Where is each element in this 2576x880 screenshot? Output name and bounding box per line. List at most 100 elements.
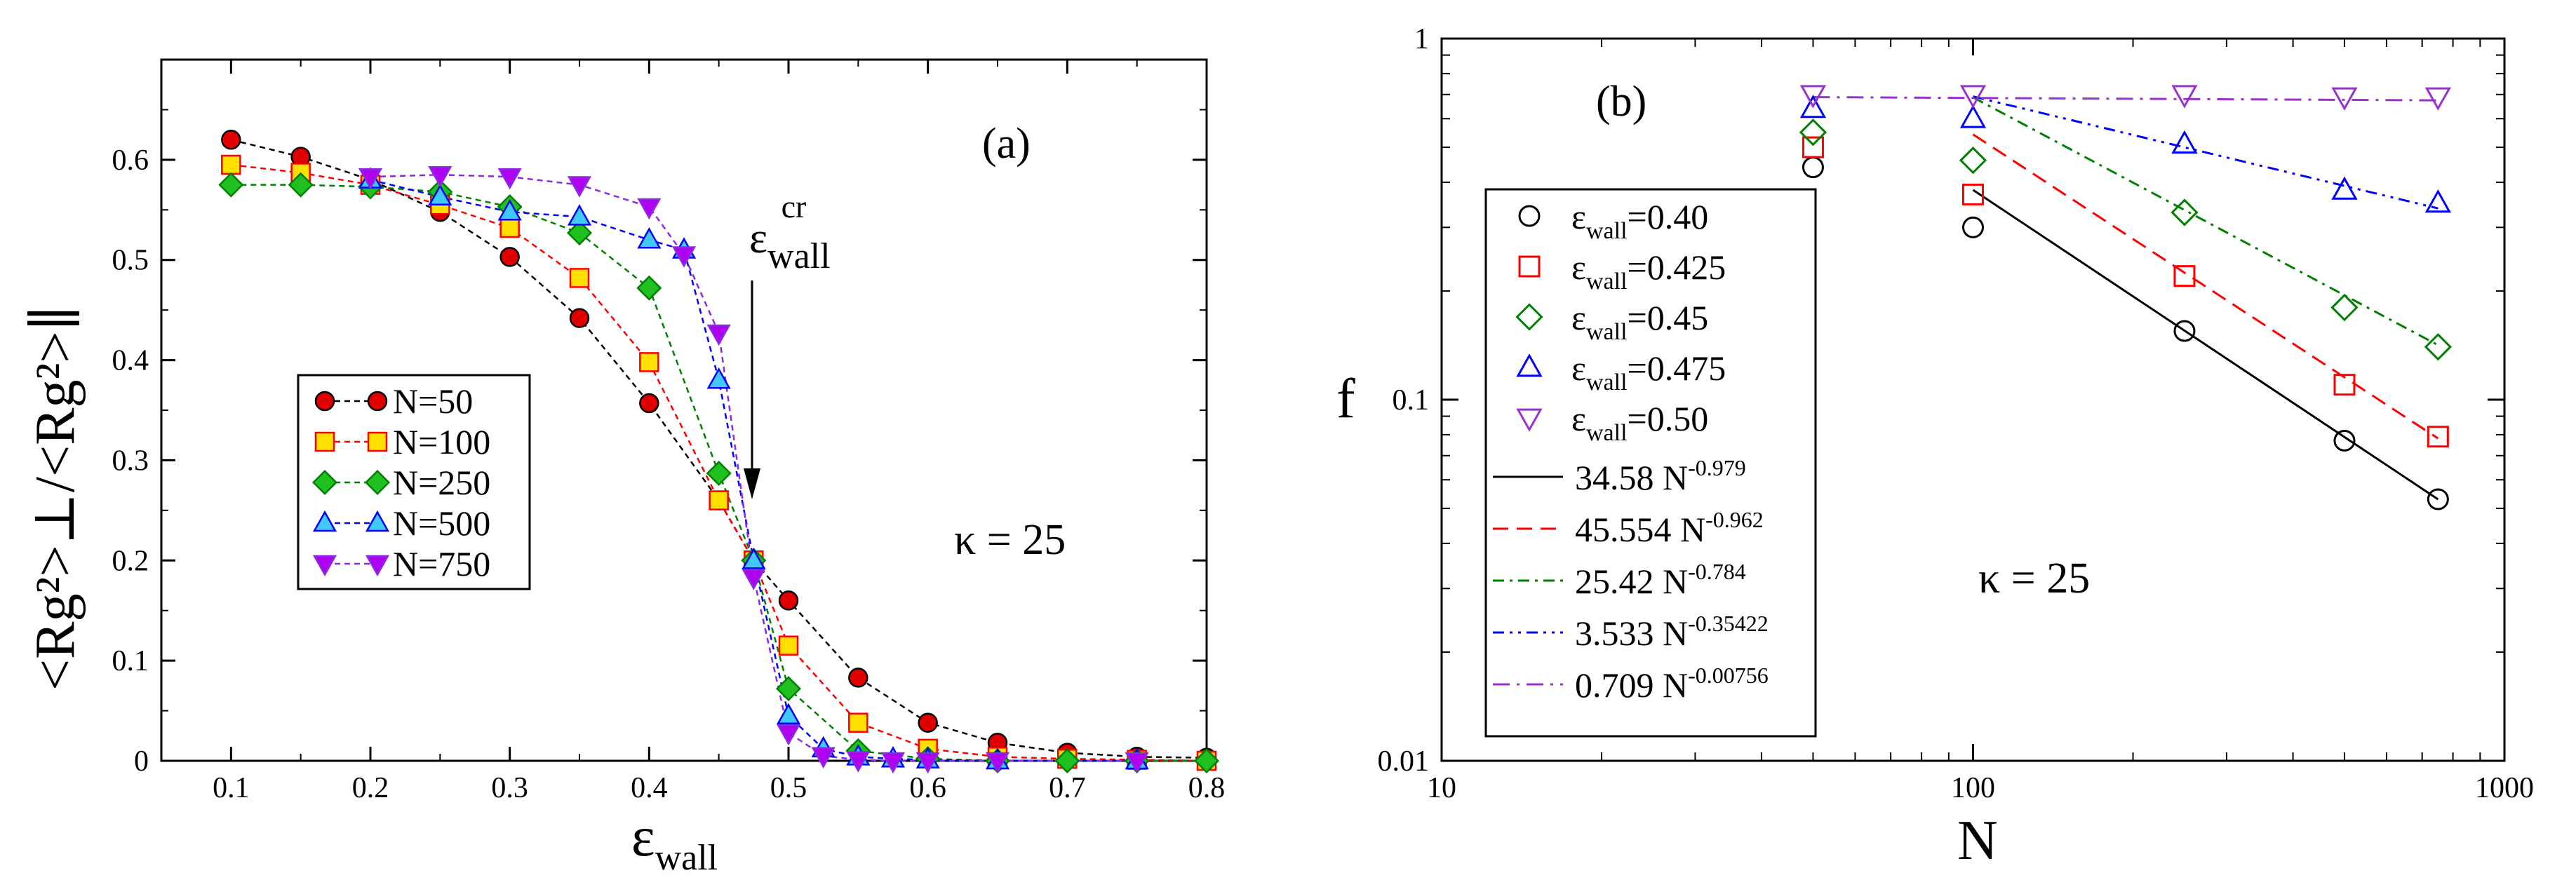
point-N=100 xyxy=(499,217,520,238)
legend-marker xyxy=(364,469,391,496)
point-N=500 xyxy=(497,198,522,221)
panel-a-series-markers xyxy=(218,130,1220,774)
legend-label: N=250 xyxy=(393,463,490,502)
x-tick-label: 0.2 xyxy=(352,772,389,804)
panel-a-label: (a) xyxy=(982,120,1031,168)
legend-label: N=500 xyxy=(393,503,490,543)
panel-b-y-ticks: 0.01 0.1 1 xyxy=(1378,23,2504,778)
point-N=750 xyxy=(428,165,452,188)
legend-fit-label: 0.709 N-0.00756 xyxy=(1575,663,1769,705)
legend-marker xyxy=(365,555,390,577)
point-εwall=0.425 xyxy=(2173,265,2196,287)
legend-marker xyxy=(1516,408,1543,432)
point-N=750 xyxy=(358,168,383,190)
panel-b-legend: εwall=0.40εwall=0.425εwall=0.45εwall=0.4… xyxy=(1484,188,1817,738)
x-tick-label: 0.5 xyxy=(770,772,807,804)
point-εwall=0.475 xyxy=(1799,94,1827,119)
point-N=500 xyxy=(567,204,592,226)
legend-label: N=100 xyxy=(393,422,490,461)
point-N=100 xyxy=(221,154,241,175)
point-εwall=0.45 xyxy=(2424,333,2452,361)
x-tick-label: 0.3 xyxy=(491,772,528,804)
legend-label: εwall=0.40 xyxy=(1571,197,1708,244)
legend-label: εwall=0.45 xyxy=(1571,298,1708,345)
point-N=750 xyxy=(985,752,1010,774)
point-εwall=0.425 xyxy=(1962,183,1984,205)
point-εwall=0.40 xyxy=(2427,488,2449,510)
point-N=500 xyxy=(637,226,662,249)
y-tick-label: 0.6 xyxy=(112,144,149,177)
x-tick-label: 0.8 xyxy=(1188,772,1226,804)
series-line-N=100 xyxy=(231,163,1207,762)
point-εwall=0.45 xyxy=(1799,119,1827,147)
point-εwall=0.45 xyxy=(2330,293,2359,322)
legend-marker xyxy=(312,555,337,577)
point-N=250 xyxy=(1193,747,1220,774)
legend-marker xyxy=(1515,303,1543,331)
svg-text:<Rg²>⊥/<Rg²>∥: <Rg²>⊥/<Rg²>∥ xyxy=(25,305,86,691)
point-N=250 xyxy=(218,172,244,198)
point-N=750 xyxy=(776,724,801,746)
point-N=100 xyxy=(709,490,729,510)
point-N=50 xyxy=(499,247,520,267)
critical-sub: wall xyxy=(767,236,831,276)
fit-line xyxy=(1972,96,2439,346)
y-tick-label: 0.3 xyxy=(112,445,149,477)
point-εwall=0.475 xyxy=(2171,130,2198,154)
point-N=50 xyxy=(639,393,659,414)
point-N=750 xyxy=(880,752,906,774)
panel-a: 0.1 0.2 0.3 0.4 0.5 0.6 0.7 0.8 00.10.20.30.40.… xyxy=(25,58,1226,878)
point-εwall=0.50 xyxy=(1799,85,1827,109)
panel-b-ylabel: f xyxy=(1336,368,1355,430)
panel-b-kappa: κ = 25 xyxy=(1978,555,2090,602)
point-N=750 xyxy=(671,246,697,268)
point-εwall=0.425 xyxy=(2427,426,2449,448)
y-tick-label: 0.2 xyxy=(112,545,149,577)
panel-b-label: (b) xyxy=(1596,78,1646,126)
point-εwall=0.40 xyxy=(2173,320,2196,342)
point-N=500 xyxy=(776,703,801,725)
y-tick-label: 0.01 xyxy=(1378,745,1430,778)
panel-a-ylabel: <Rg²>⊥/<Rg²>∥ xyxy=(25,305,86,691)
point-N=500 xyxy=(742,548,766,569)
point-N=750 xyxy=(742,569,766,590)
y-tick-label: 1 xyxy=(1414,23,1429,55)
legend-marker xyxy=(314,391,335,412)
x-tick-label: 10 xyxy=(1427,772,1456,804)
panel-b-series-markers xyxy=(1799,85,2452,510)
fit-line xyxy=(1813,96,2439,102)
panel-a-kappa: κ = 25 xyxy=(954,516,1066,564)
point-N=750 xyxy=(497,168,522,190)
panel-b: 10 100 1000 0.01 0.1 1 (b) κ = 25 εwall=0.40… xyxy=(1336,23,2534,872)
point-N=500 xyxy=(428,184,452,206)
legend-marker xyxy=(1518,205,1541,227)
panel-b-xlabel: N xyxy=(1957,810,1998,872)
point-εwall=0.50 xyxy=(2424,87,2452,111)
critical-sup: cr xyxy=(781,189,807,224)
point-εwall=0.50 xyxy=(2331,87,2358,111)
x-tick-label: 0.7 xyxy=(1049,772,1086,804)
legend-marker xyxy=(365,510,390,532)
point-N=100 xyxy=(569,268,590,288)
y-tick-label: 0 xyxy=(134,745,149,778)
point-εwall=0.50 xyxy=(1959,85,1987,109)
point-N=750 xyxy=(811,747,836,769)
x-tick-label: 100 xyxy=(1951,772,1995,804)
point-N=100 xyxy=(639,352,659,372)
point-εwall=0.50 xyxy=(2171,85,2198,109)
point-εwall=0.425 xyxy=(2333,374,2356,396)
panel-a-xlabel: εwall xyxy=(631,806,718,878)
point-N=500 xyxy=(706,367,731,389)
legend-marker xyxy=(1516,353,1543,377)
point-N=250 xyxy=(775,676,802,702)
point-N=250 xyxy=(288,172,314,198)
legend-marker xyxy=(1518,255,1541,278)
point-N=100 xyxy=(848,712,868,733)
legend-marker xyxy=(367,431,388,452)
svg-text:εwallcr: εwall cr xyxy=(749,189,831,276)
point-εwall=0.40 xyxy=(2333,429,2356,452)
x-tick-label: 0.4 xyxy=(631,772,668,804)
y-tick-label: 0.1 xyxy=(1393,384,1430,417)
point-N=750 xyxy=(1125,752,1149,774)
panel-b-x-ticks: 10 100 1000 xyxy=(1427,39,2534,804)
